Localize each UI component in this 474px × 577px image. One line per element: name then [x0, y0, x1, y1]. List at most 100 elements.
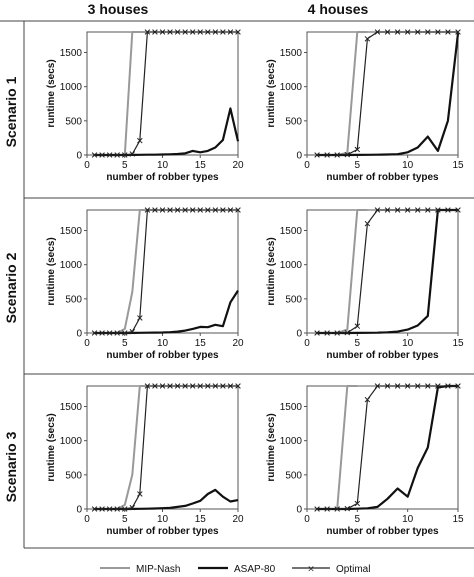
series-point-optimal	[152, 29, 158, 35]
series-line-optimal	[94, 385, 238, 510]
x-tick-label: 0	[304, 160, 310, 171]
x-axis-label: number of robber types	[326, 350, 439, 361]
series-line-mip-nash	[317, 385, 358, 510]
y-tick-label: 0	[76, 505, 82, 516]
series-point-optimal	[314, 506, 320, 512]
series-line-mip-nash	[94, 31, 148, 156]
x-tick-label: 5	[355, 338, 361, 349]
series-point-optimal	[129, 328, 136, 335]
y-tick-label: 1000	[280, 436, 303, 447]
y-tick-label: 500	[65, 470, 82, 481]
series-point-optimal	[384, 207, 391, 213]
series-point-optimal	[435, 207, 441, 213]
series-point-optimal	[114, 152, 120, 158]
series-point-optimal	[129, 504, 136, 511]
series-point-optimal	[324, 152, 330, 158]
x-tick-label: 10	[402, 514, 414, 525]
series-point-optimal	[99, 152, 105, 158]
series-line-asap-80	[94, 488, 239, 511]
series-point-optimal	[182, 383, 188, 389]
x-tick-label: 10	[402, 338, 414, 349]
series-point-optimal	[455, 29, 461, 35]
x-tick-label: 15	[195, 514, 207, 525]
series-point-optimal	[137, 137, 143, 144]
series-point-optimal	[435, 383, 441, 389]
y-tick-label: 500	[285, 116, 302, 127]
x-tick-label: 10	[402, 160, 414, 171]
series-line-optimal	[94, 31, 238, 156]
y-tick-label: 1000	[280, 82, 303, 93]
series-point-optimal	[414, 29, 421, 35]
y-tick-label: 1500	[60, 402, 83, 413]
series-point-optimal	[182, 207, 188, 213]
y-tick-label: 1500	[280, 48, 303, 59]
x-tick-label: 10	[157, 514, 169, 525]
y-axis-label: runtime (secs)	[266, 413, 277, 481]
series-point-optimal	[354, 323, 361, 329]
x-tick-label: 5	[122, 160, 128, 171]
series-point-optimal	[235, 207, 241, 213]
series-line-mip-nash	[317, 209, 368, 334]
series-point-optimal	[220, 207, 226, 213]
y-tick-label: 1000	[280, 260, 303, 271]
series-point-optimal	[235, 383, 241, 389]
series-point-optimal	[167, 29, 173, 35]
chart-panel-6: 0 500 1000 1500 0 5 10 15 number of robber types…	[266, 383, 464, 537]
series-line-optimal	[94, 209, 238, 334]
series-point-optimal	[152, 207, 158, 213]
series-line-optimal	[317, 31, 458, 156]
series-point-optimal	[425, 207, 431, 213]
series-point-optimal	[425, 29, 431, 35]
x-tick-label: 15	[452, 338, 464, 349]
y-axis-label: runtime (secs)	[46, 413, 57, 481]
series-point-optimal	[314, 152, 320, 158]
y-tick-label: 500	[285, 294, 302, 305]
x-axis-label: number of robber types	[106, 350, 219, 361]
series-point-optimal	[91, 330, 98, 336]
legend-optimal-label: Optimal	[336, 564, 370, 575]
x-tick-label: 15	[452, 160, 464, 171]
y-tick-label: 0	[76, 151, 82, 162]
chart-panel-3: 0 500 1000 1500 0 5 10 15 20 number of robber typ…	[46, 207, 244, 361]
series-point-optimal	[220, 383, 226, 389]
series-point-optimal	[364, 220, 371, 227]
legend-asap-80-label: ASAP-80	[234, 564, 276, 575]
y-tick-label: 1500	[280, 402, 303, 413]
series-point-optimal	[394, 383, 401, 389]
y-tick-label: 0	[76, 329, 82, 340]
row-title-scenario-2: Scenario 2	[3, 252, 19, 323]
series-point-optimal	[445, 383, 451, 389]
series-point-optimal	[384, 29, 391, 35]
series-point-optimal	[344, 151, 351, 158]
x-tick-label: 0	[84, 160, 90, 171]
row-title-scenario-1: Scenario 1	[3, 76, 19, 147]
y-tick-label: 0	[296, 151, 302, 162]
series-point-optimal	[227, 383, 234, 389]
series-point-optimal	[121, 152, 128, 158]
series-line-mip-nash	[317, 31, 368, 156]
y-axis-label: runtime (secs)	[266, 59, 277, 127]
series-line-asap-80	[94, 107, 240, 157]
y-tick-label: 1000	[60, 260, 83, 271]
y-tick-label: 1500	[60, 48, 83, 59]
series-point-optimal	[159, 29, 166, 35]
series-point-optimal	[344, 329, 351, 336]
column-title-3-houses: 3 houses	[88, 1, 149, 17]
legend-mip-nash-label: MIP-Nash	[136, 564, 180, 575]
series-point-optimal	[394, 207, 401, 213]
x-tick-label: 5	[122, 514, 128, 525]
series-point-optimal	[106, 506, 113, 512]
series-line-asap-80	[317, 33, 460, 157]
series-point-optimal	[144, 29, 151, 35]
y-tick-label: 500	[65, 294, 82, 305]
series-point-optimal	[455, 383, 461, 389]
y-tick-label: 1500	[280, 226, 303, 237]
series-point-optimal	[99, 506, 105, 512]
series-point-optimal	[106, 152, 113, 158]
series-point-optimal	[197, 29, 204, 35]
series-point-optimal	[374, 207, 381, 213]
y-tick-label: 1000	[60, 82, 83, 93]
series-point-optimal	[189, 383, 196, 389]
series-point-optimal	[99, 330, 105, 336]
